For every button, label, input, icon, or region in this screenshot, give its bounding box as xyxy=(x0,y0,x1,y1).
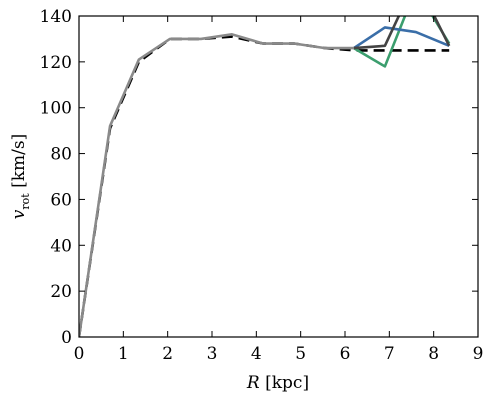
x-tick-label: 9 xyxy=(473,344,484,364)
y-axis-label: vrot [km/s] xyxy=(9,134,32,219)
series-line-0 xyxy=(79,35,450,337)
x-axis-label: R [kpc] xyxy=(246,373,309,393)
series-line-2 xyxy=(353,26,450,50)
y-tick-label: 120 xyxy=(40,53,72,73)
plot-frame xyxy=(78,15,479,338)
x-tick-label: 6 xyxy=(340,344,351,364)
y-tick-label: 20 xyxy=(50,282,72,302)
ticks-layer: 0 1 2 3 4 5 6 7 8 9 0 20 40 60 80 100 120 140 xyxy=(40,7,484,364)
x-tick-label: 5 xyxy=(295,344,306,364)
x-tick-label: 1 xyxy=(118,344,129,364)
y-tick-label: 140 xyxy=(40,7,72,27)
series-line-1 xyxy=(353,16,451,68)
series-layer xyxy=(79,16,451,337)
y-tick-label: 40 xyxy=(50,236,72,256)
y-tick-label: 100 xyxy=(40,99,72,119)
x-tick-label: 4 xyxy=(251,344,262,364)
x-tick-label: 2 xyxy=(162,344,173,364)
x-tick-label: 0 xyxy=(74,344,85,364)
y-tick-label: 80 xyxy=(50,145,72,165)
series-line-3 xyxy=(353,16,451,50)
x-tick-label: 3 xyxy=(207,344,218,364)
series-line-4 xyxy=(79,33,354,337)
y-tick-label: 0 xyxy=(61,328,72,348)
x-tick-label: 7 xyxy=(384,344,395,364)
x-tick-label: 8 xyxy=(428,344,439,364)
y-tick-label: 60 xyxy=(50,190,72,210)
